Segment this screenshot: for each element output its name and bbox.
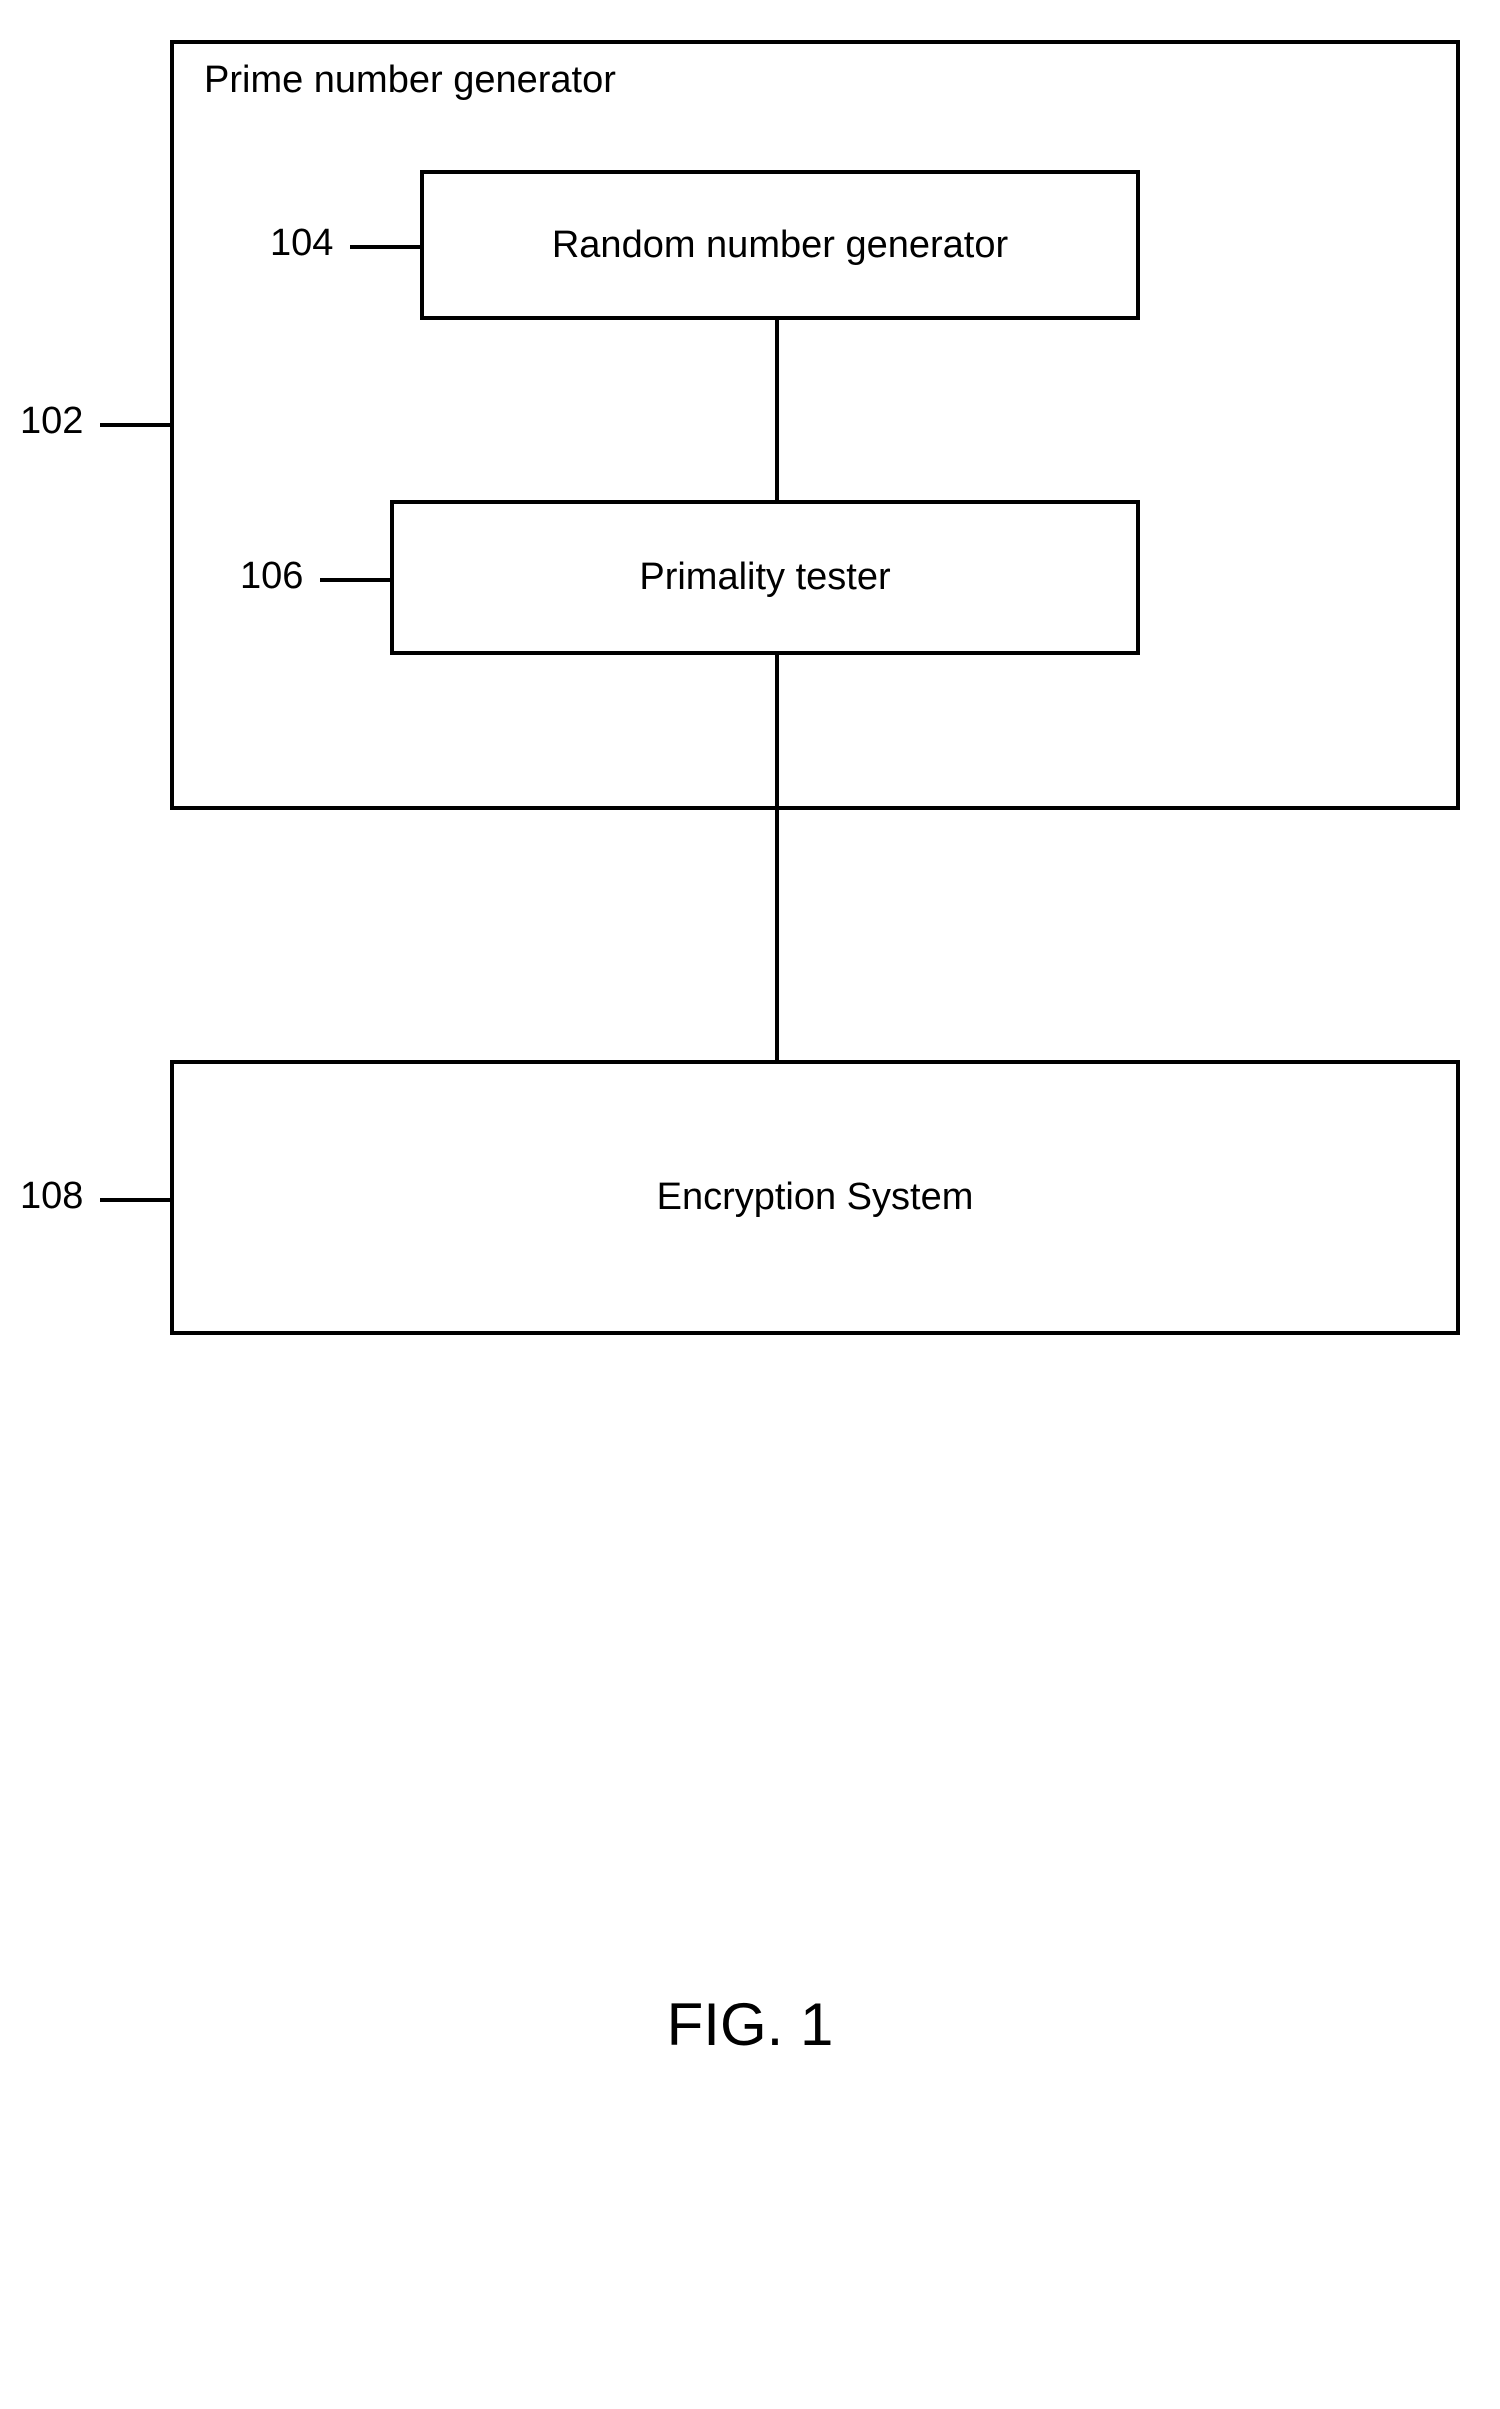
- outer-box-title: Prime number generator: [204, 59, 616, 102]
- figure-caption: FIG. 1: [0, 1990, 1500, 2059]
- outer-box-prime-generator: Prime number generator: [170, 40, 1460, 810]
- node-primality-label: Primality tester: [639, 556, 890, 599]
- node-primality: Primality tester: [390, 500, 1140, 655]
- ref-label-108: 108: [20, 1175, 83, 1218]
- node-rng: Random number generator: [420, 170, 1140, 320]
- ref-tick-102: [100, 423, 170, 427]
- node-encryption-label: Encryption System: [657, 1176, 974, 1219]
- node-encryption: Encryption System: [170, 1060, 1460, 1335]
- ref-label-104: 104: [270, 222, 333, 265]
- diagram-canvas: Prime number generator Random number gen…: [0, 0, 1500, 2409]
- ref-tick-104: [350, 245, 420, 249]
- connector-rng-primality: [775, 320, 779, 500]
- connector-primality-encryption: [775, 655, 779, 1060]
- ref-tick-106: [320, 578, 390, 582]
- ref-label-102: 102: [20, 400, 83, 443]
- node-rng-label: Random number generator: [552, 224, 1008, 267]
- ref-tick-108: [100, 1198, 170, 1202]
- ref-label-106: 106: [240, 555, 303, 598]
